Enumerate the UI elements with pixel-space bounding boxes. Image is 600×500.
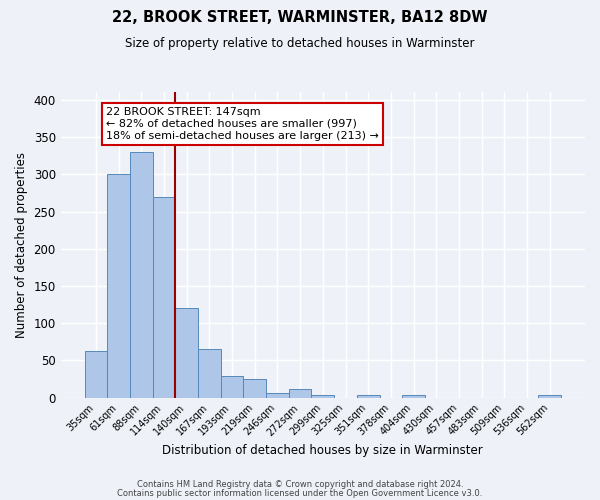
Bar	[244, 379, 266, 398]
Bar	[130, 152, 152, 398]
Text: Size of property relative to detached houses in Warminster: Size of property relative to detached ho…	[125, 38, 475, 51]
Y-axis label: Number of detached properties: Number of detached properties	[15, 152, 28, 338]
Bar	[266, 393, 289, 398]
Bar	[221, 376, 244, 398]
Bar	[538, 396, 561, 398]
Text: 22 BROOK STREET: 147sqm
← 82% of detached houses are smaller (997)
18% of semi-d: 22 BROOK STREET: 147sqm ← 82% of detache…	[106, 108, 379, 140]
Text: Contains HM Land Registry data © Crown copyright and database right 2024.: Contains HM Land Registry data © Crown c…	[137, 480, 463, 489]
Bar	[152, 196, 175, 398]
Bar	[198, 350, 221, 398]
Text: 22, BROOK STREET, WARMINSTER, BA12 8DW: 22, BROOK STREET, WARMINSTER, BA12 8DW	[112, 10, 488, 25]
Bar	[175, 308, 198, 398]
Bar	[289, 389, 311, 398]
Bar	[402, 396, 425, 398]
Bar	[107, 174, 130, 398]
Bar	[357, 394, 380, 398]
Bar	[85, 351, 107, 398]
Bar	[311, 394, 334, 398]
Text: Contains public sector information licensed under the Open Government Licence v3: Contains public sector information licen…	[118, 488, 482, 498]
X-axis label: Distribution of detached houses by size in Warminster: Distribution of detached houses by size …	[163, 444, 483, 458]
